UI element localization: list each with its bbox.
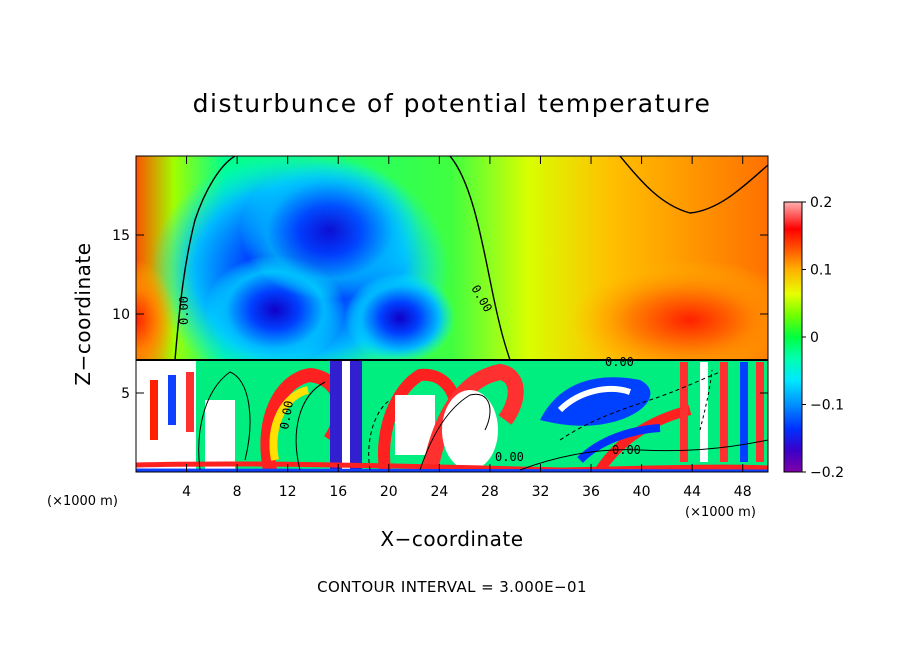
plot-area bbox=[136, 156, 768, 472]
warm-region-left bbox=[136, 260, 176, 380]
x-axis-ticks: 4 8 12 16 20 24 28 32 36 40 44 48 bbox=[182, 156, 752, 500]
x-tick-label: 40 bbox=[633, 484, 651, 500]
x-tick-label: 4 bbox=[182, 484, 191, 500]
contour-upper-zero bbox=[174, 156, 768, 361]
colorbar-scale bbox=[783, 201, 803, 473]
x-tick-label: 16 bbox=[329, 484, 347, 500]
y-axis-ticks: 5 10 15 bbox=[112, 228, 768, 402]
cold-core-top bbox=[240, 160, 420, 300]
y-axis-label: Z−coordinate bbox=[71, 242, 95, 385]
contour-label-lower-left: 0.00 bbox=[277, 400, 296, 431]
contour-label-lower-mid: 0.00 bbox=[495, 450, 524, 464]
contour-labels: 0.00 0.00 0.00 0.00 0.00 0.00 bbox=[177, 283, 641, 465]
contour-label-interface: 0.00 bbox=[605, 355, 634, 369]
colorbar-tick-label: 0.1 bbox=[810, 263, 832, 279]
contour-interval-text: CONTOUR INTERVAL = 3.000E−01 bbox=[317, 578, 587, 596]
x-tick-label: 28 bbox=[481, 484, 499, 500]
x-tick-label: 12 bbox=[279, 484, 297, 500]
y-tick-label: 15 bbox=[112, 228, 130, 244]
y-tick-label: 5 bbox=[121, 386, 130, 402]
colorbar-tick-label: −0.1 bbox=[810, 398, 844, 414]
lower-contours bbox=[198, 369, 768, 471]
x-tick-label: 44 bbox=[683, 484, 701, 500]
x-unit-note-right: (×1000 m) bbox=[685, 505, 756, 520]
x-tick-label: 48 bbox=[734, 484, 752, 500]
colorbar-tick-label: 0.2 bbox=[810, 195, 832, 211]
contour-label-upper-left: 0.00 bbox=[177, 296, 191, 325]
x-tick-label: 32 bbox=[532, 484, 550, 500]
chart-title: disturbunce of potential temperature bbox=[193, 89, 712, 118]
colorbar-ticks: 0.2 0.1 0 −0.1 −0.2 bbox=[802, 195, 844, 481]
x-tick-label: 8 bbox=[233, 484, 242, 500]
colorbar: 0.2 0.1 0 −0.1 −0.2 bbox=[783, 195, 844, 481]
warm-region-right bbox=[570, 260, 768, 380]
x-tick-label: 24 bbox=[430, 484, 448, 500]
x-tick-label: 20 bbox=[380, 484, 398, 500]
colorbar-tick-label: −0.2 bbox=[810, 465, 844, 481]
cold-core-right bbox=[345, 273, 455, 363]
y-tick-label: 10 bbox=[112, 307, 130, 323]
x-axis-label: X−coordinate bbox=[380, 527, 523, 551]
colorbar-tick-label: 0 bbox=[810, 330, 819, 346]
x-unit-note-left: (×1000 m) bbox=[47, 494, 118, 509]
lower-layer-structures bbox=[136, 360, 768, 472]
contour-label-lower-right: 0.00 bbox=[612, 443, 641, 457]
x-tick-label: 36 bbox=[582, 484, 600, 500]
